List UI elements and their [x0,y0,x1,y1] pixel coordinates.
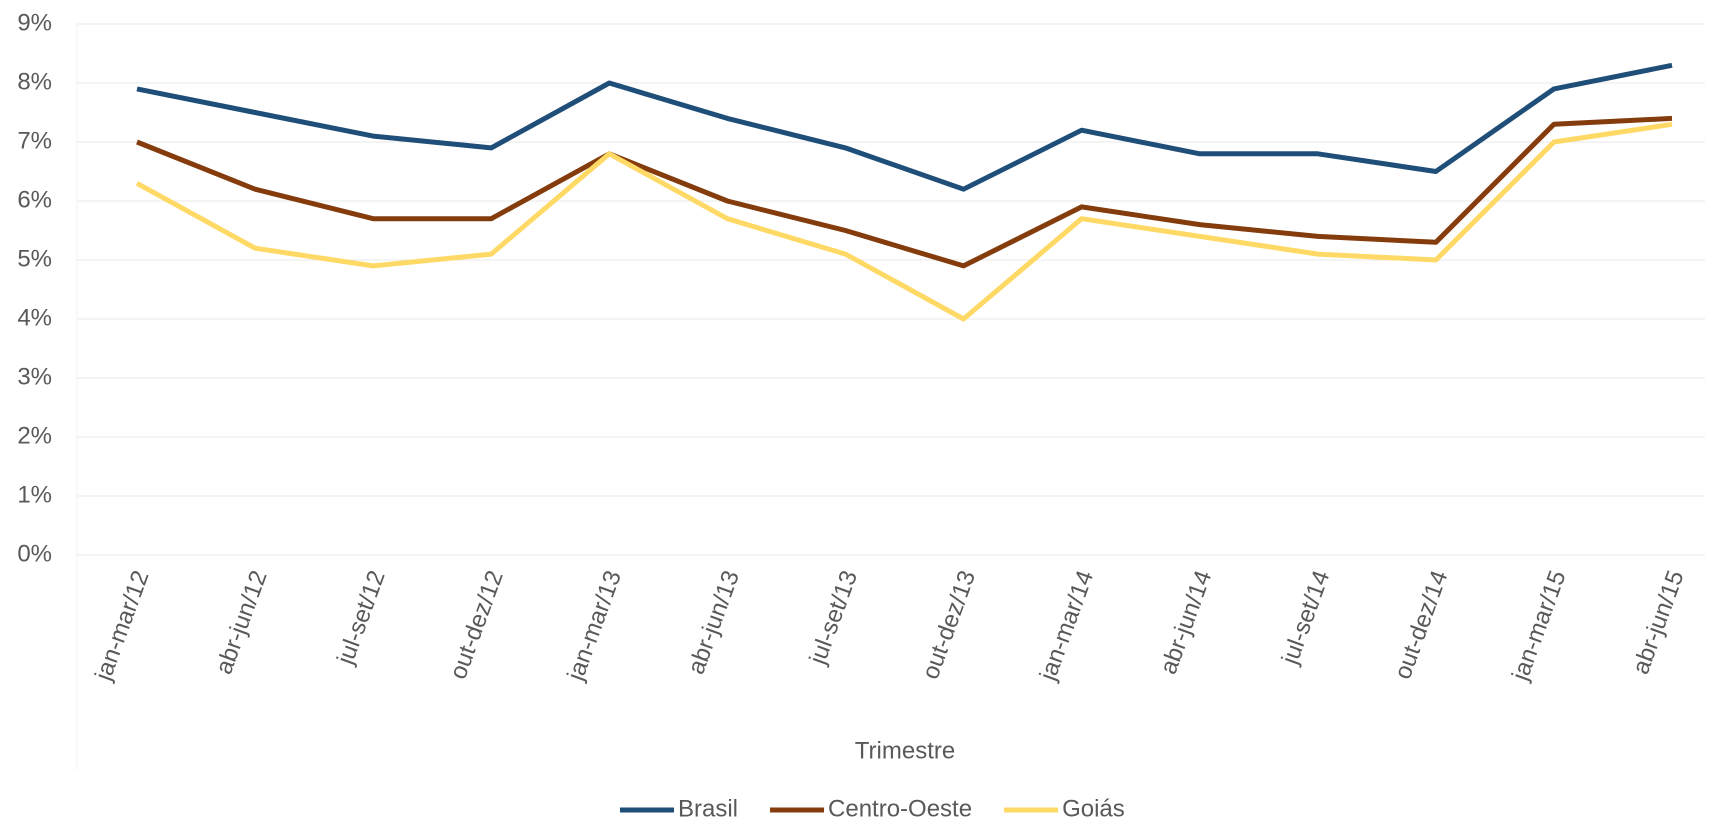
x-tick-label: abr-jun/14 [1155,567,1217,678]
y-tick-label: 2% [17,422,52,449]
x-tick-label: abr-jun/13 [683,567,745,678]
legend-label: Centro-Oeste [828,795,972,822]
x-tick-label: jan-mar/13 [562,567,627,685]
x-tick-label: jul-set/14 [1276,567,1335,669]
x-tick-label: abr-jun/12 [210,567,272,678]
y-tick-label: 9% [17,9,52,36]
y-tick-label: 5% [17,245,52,272]
y-tick-label: 1% [17,481,52,508]
x-tick-label: out-dez/14 [1389,567,1453,683]
x-tick-label: jul-set/13 [804,567,863,669]
y-tick-label: 4% [17,304,52,331]
y-tick-label: 7% [17,127,52,154]
y-tick-label: 0% [17,540,52,567]
x-tick-label: out-dez/12 [445,567,509,683]
x-tick-label: jan-mar/15 [1507,567,1572,685]
x-tick-label: jan-mar/14 [1034,567,1099,685]
series-line [135,121,1673,322]
y-tick-label: 3% [17,363,52,390]
x-tick-label: jan-mar/12 [90,567,155,685]
legend-label: Goiás [1062,795,1125,822]
x-tick-label: jul-set/12 [332,567,391,669]
x-tick-label: abr-jun/15 [1627,567,1689,678]
y-tick-label: 8% [17,68,52,95]
series-line [136,115,1673,269]
x-axis-title: Trimestre [855,737,955,764]
y-tick-label: 6% [17,186,52,213]
x-tick-label: out-dez/13 [917,567,981,683]
legend-label: Brasil [678,795,738,822]
series-line [136,62,1673,192]
